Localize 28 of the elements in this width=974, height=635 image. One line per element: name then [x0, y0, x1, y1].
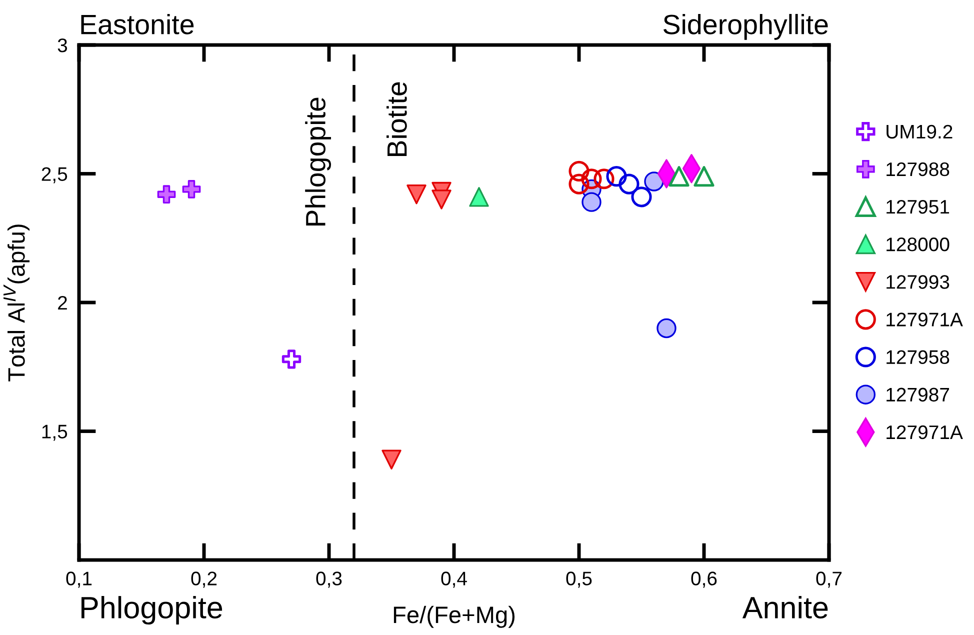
text: Annite	[742, 596, 828, 618]
text: Siderophyllite	[664, 14, 828, 40]
legend-label: UM19.2	[886, 124, 952, 139]
x-tick-label: 0,7	[816, 572, 842, 588]
x-tick-label: 0,1	[66, 572, 92, 588]
legend-label: 127971A	[886, 425, 963, 440]
x-tick-label: 0,3	[316, 572, 342, 588]
y-axis-title: Total Al$^{IV}$(apfu)	[4, 224, 30, 382]
x-axis-title: Fe/(Fe+Mg)	[394, 606, 515, 628]
x-tick-label: 0,5	[566, 572, 592, 588]
legend-label: 127988	[886, 162, 950, 176]
legend-label: 127951	[886, 200, 950, 214]
legend-label: 127971A	[886, 312, 963, 326]
text: Phlogopite	[82, 596, 222, 625]
y-tick-label: 3	[58, 38, 68, 52]
legend-label: 127958	[886, 350, 950, 364]
legend-label: 128000	[886, 238, 950, 252]
x-tick-label: 0,6	[691, 572, 717, 588]
y-tick-label: 2	[58, 296, 67, 310]
legend-label: 127993	[886, 275, 950, 289]
y-tick-label: 1,5	[42, 424, 68, 441]
y-tick-label: 2,5	[42, 167, 68, 184]
x-tick-label: 0,4	[441, 572, 467, 588]
text: Eastonite	[81, 14, 194, 34]
annotation: Phlogopite	[305, 98, 331, 226]
x-tick-label: 0,2	[191, 572, 217, 588]
annotation: Biotite	[386, 82, 407, 156]
legend-label: 127987	[886, 388, 950, 402]
